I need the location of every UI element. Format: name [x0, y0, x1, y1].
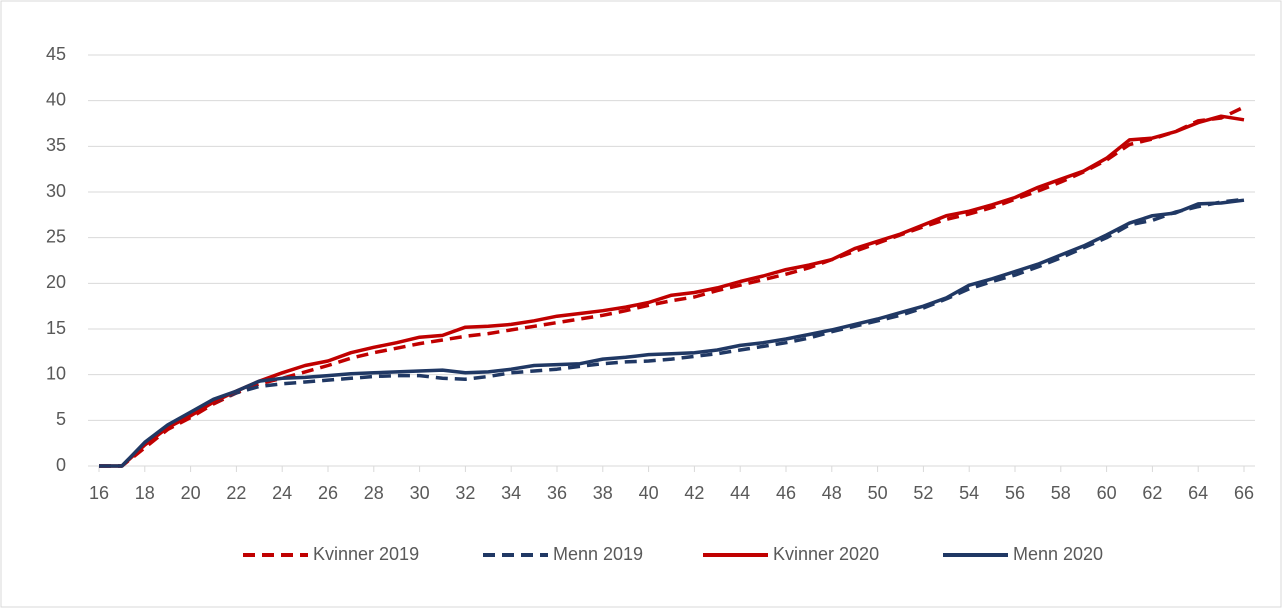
y-tick-label: 5 — [56, 409, 66, 429]
x-tick-label: 30 — [410, 483, 430, 503]
x-tick-label: 62 — [1142, 483, 1162, 503]
legend-label: Kvinner 2020 — [773, 544, 879, 564]
x-tick-label: 42 — [684, 483, 704, 503]
x-tick-label: 40 — [639, 483, 659, 503]
line-series — [99, 197, 1245, 468]
y-tick-label: 15 — [46, 318, 66, 338]
legend-label: Menn 2019 — [553, 544, 643, 564]
x-tick-label: 48 — [822, 483, 842, 503]
y-tick-label: 45 — [46, 44, 66, 64]
x-tick-label: 50 — [868, 483, 888, 503]
x-tick-label: 66 — [1234, 483, 1254, 503]
x-tick-label: 26 — [318, 483, 338, 503]
x-tick-label: 44 — [730, 483, 750, 503]
x-tick-label: 32 — [455, 483, 475, 503]
line-series — [99, 105, 1245, 468]
x-tick-label: 58 — [1051, 483, 1071, 503]
x-tick-label: 54 — [959, 483, 979, 503]
x-tick-label: 60 — [1097, 483, 1117, 503]
x-tick-label: 36 — [547, 483, 567, 503]
legend-label: Menn 2020 — [1013, 544, 1103, 564]
legend-label: Kvinner 2019 — [313, 544, 419, 564]
x-tick-label: 28 — [364, 483, 384, 503]
y-tick-label: 0 — [56, 455, 66, 475]
y-tick-label: 40 — [46, 89, 66, 109]
y-tick-label: 10 — [46, 363, 66, 383]
x-tick-label: 56 — [1005, 483, 1025, 503]
y-tick-label: 25 — [46, 226, 66, 246]
y-tick-label: 20 — [46, 272, 66, 292]
x-tick-label: 52 — [913, 483, 933, 503]
x-tick-label: 38 — [593, 483, 613, 503]
line-series — [99, 114, 1245, 468]
x-tick-label: 16 — [89, 483, 109, 503]
line-series — [99, 198, 1245, 468]
y-tick-label: 35 — [46, 135, 66, 155]
x-tick-label: 64 — [1188, 483, 1208, 503]
x-tick-label: 34 — [501, 483, 521, 503]
x-tick-label: 18 — [135, 483, 155, 503]
x-tick-label: 46 — [776, 483, 796, 503]
x-tick-label: 22 — [226, 483, 246, 503]
y-tick-label: 30 — [46, 181, 66, 201]
x-tick-label: 24 — [272, 483, 292, 503]
x-tick-label: 20 — [181, 483, 201, 503]
